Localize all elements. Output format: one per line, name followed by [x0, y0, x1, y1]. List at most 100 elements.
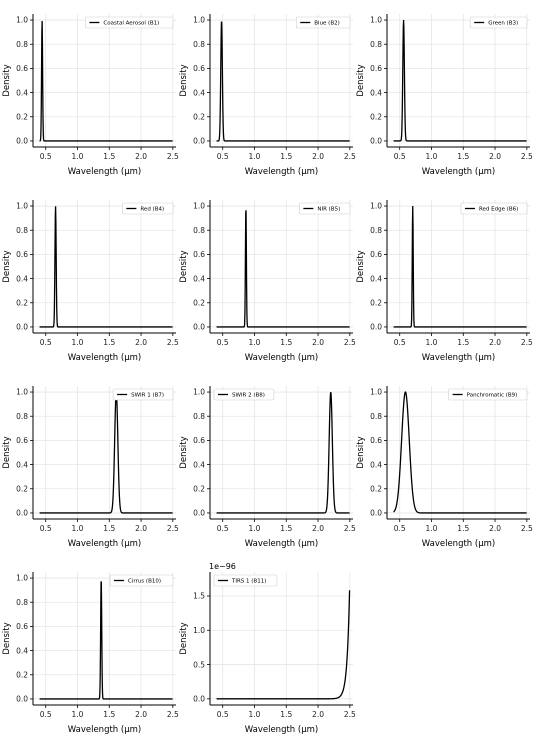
y-axis-label: Density: [356, 64, 366, 96]
y-axis-label: Density: [179, 622, 189, 654]
subplot-7: 0.5 1.0 1.5 2.0 2.5 0.0 0.2 0.4 0.6 0.8 1.0 Wavelen…: [2, 386, 179, 549]
x-tick-label: 2.5: [167, 710, 179, 719]
x-axis-label: Wavelength (μm): [245, 353, 318, 363]
x-axis-label: Wavelength (μm): [245, 167, 318, 177]
legend: Red (B4): [122, 202, 174, 215]
x-tick-label: 0.5: [40, 524, 52, 533]
x-tick-label: 0.5: [217, 524, 229, 533]
y-tick-label: 0.8: [370, 40, 382, 49]
y-axis-label: Density: [179, 436, 189, 468]
x-axis-label: Wavelength (μm): [68, 353, 141, 363]
x-tick-label: 1.5: [103, 152, 115, 161]
x-tick-label: 0.5: [394, 152, 406, 161]
series-line: [216, 590, 351, 700]
x-tick-label: 2.5: [344, 710, 356, 719]
x-tick-label: 1.5: [103, 710, 115, 719]
x-tick-label: 2.5: [344, 338, 356, 347]
y-tick-label: 0.8: [193, 40, 205, 49]
legend: Red Edge (B6): [460, 202, 528, 215]
x-axis-label: Wavelength (μm): [422, 539, 495, 549]
x-tick-label: 2.5: [521, 338, 533, 347]
y-tick-label: 0.2: [370, 112, 382, 121]
y-tick-label: 0.6: [16, 436, 28, 445]
legend-label: Coastal Aerosol (B1): [103, 21, 159, 27]
x-tick-label: 1.0: [72, 710, 84, 719]
legend: Panchromatic (B9): [448, 388, 528, 401]
x-tick-label: 0.5: [217, 152, 229, 161]
y-tick-label: 0.2: [16, 670, 28, 679]
y-tick-label: 0.6: [16, 64, 28, 73]
y-tick-label: 0.0: [16, 323, 28, 332]
x-tick-label: 0.5: [40, 152, 52, 161]
x-tick-label: 1.0: [426, 152, 438, 161]
y-tick-label: 0.4: [193, 274, 205, 283]
y-tick-label: 0.2: [193, 112, 205, 121]
y-tick-label: 1.0: [16, 202, 28, 211]
y-tick-label: 0.8: [16, 598, 28, 607]
x-tick-label: 2.0: [489, 524, 501, 533]
y-tick-label: 0.4: [16, 274, 28, 283]
x-axis-label: Wavelength (μm): [68, 725, 141, 735]
y-tick-label: 0.0: [193, 323, 205, 332]
x-tick-label: 1.0: [249, 338, 261, 347]
y-tick-label: 0.2: [193, 298, 205, 307]
x-axis-label: Wavelength (μm): [245, 725, 318, 735]
y-tick-label: 0.8: [193, 412, 205, 421]
y-tick-label: 0.4: [16, 460, 28, 469]
y-tick-label: 0.8: [16, 412, 28, 421]
grid: [387, 14, 530, 147]
y-tick-label: 0.6: [16, 250, 28, 259]
legend: NIR (B5): [299, 202, 351, 215]
x-tick-label: 2.0: [312, 152, 324, 161]
x-tick-label: 1.0: [249, 152, 261, 161]
legend-label: Blue (B2): [314, 21, 339, 27]
x-tick-label: 0.5: [217, 338, 229, 347]
series-line: [216, 391, 350, 514]
x-tick-label: 1.5: [103, 524, 115, 533]
x-axis-label: Wavelength (μm): [68, 167, 141, 177]
x-tick-label: 0.5: [394, 524, 406, 533]
y-tick-label: 0.4: [370, 460, 382, 469]
legend-label: Red Edge (B6): [479, 207, 518, 213]
legend: Cirrus (B10): [109, 574, 174, 587]
y-tick-label: 0.0: [370, 323, 382, 332]
y-tick-label: 0.8: [370, 412, 382, 421]
grid: [210, 572, 353, 705]
series-line: [393, 20, 527, 142]
x-tick-label: 1.0: [249, 524, 261, 533]
y-tick-label: 0.0: [370, 137, 382, 146]
y-tick-label: 0.2: [16, 484, 28, 493]
y-axis-label: Density: [179, 64, 189, 96]
legend: Blue (B2): [295, 16, 351, 29]
y-tick-label: 0.4: [16, 88, 28, 97]
subplot-4: 0.5 1.0 1.5 2.0 2.5 0.0 0.2 0.4 0.6 0.8 1.0 Wavelen…: [2, 200, 179, 363]
y-tick-label: 1.0: [370, 16, 382, 25]
series-line: [39, 20, 173, 142]
y-tick-label: 0.2: [16, 112, 28, 121]
legend: Coastal Aerosol (B1): [85, 16, 174, 29]
x-tick-label: 1.0: [426, 524, 438, 533]
series-line: [393, 391, 527, 514]
x-tick-label: 2.5: [521, 152, 533, 161]
series-line: [393, 206, 527, 328]
subplot-1: 0.5 1.0 1.5 2.0 2.5 0.0 0.2 0.4 0.6 0.8 1.0 Wavelen…: [2, 14, 179, 177]
y-tick-label: 0.6: [370, 436, 382, 445]
x-tick-label: 0.5: [217, 710, 229, 719]
y-tick-label: 0.4: [370, 88, 382, 97]
series-line: [216, 21, 350, 142]
y-tick-label: 0.0: [193, 509, 205, 518]
y-tick-label: 1.0: [16, 388, 28, 397]
subplot-8: 0.5 1.0 1.5 2.0 2.5 0.0 0.2 0.4 0.6 0.8 1.0 Wavelen…: [179, 386, 356, 549]
x-tick-label: 2.5: [167, 152, 179, 161]
y-tick-label: 0.6: [16, 622, 28, 631]
x-tick-label: 2.5: [167, 524, 179, 533]
subplot-3: 0.5 1.0 1.5 2.0 2.5 0.0 0.2 0.4 0.6 0.8 1.0 Wavelen…: [356, 14, 533, 177]
legend: SWIR 2 (B8): [213, 388, 275, 401]
y-tick-label: 0.4: [193, 460, 205, 469]
legend: TIRS 1 (B11): [213, 574, 278, 587]
x-tick-label: 2.0: [135, 338, 147, 347]
legend: SWIR 1 (B7): [112, 388, 174, 401]
series-line: [39, 391, 173, 514]
x-axis-label: Wavelength (μm): [68, 539, 141, 549]
x-tick-label: 2.5: [344, 524, 356, 533]
